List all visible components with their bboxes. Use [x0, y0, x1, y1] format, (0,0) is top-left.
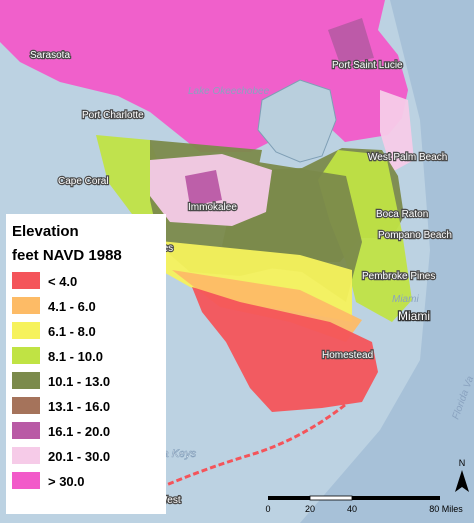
elevation-zone: [328, 18, 374, 64]
place-label: Port Charlotte: [82, 110, 144, 121]
elevation-zone: [380, 90, 414, 172]
legend-swatch: [12, 372, 40, 389]
legend-label: 6.1 - 8.0: [48, 324, 96, 339]
legend-label: 13.1 - 16.0: [48, 399, 110, 414]
legend-swatch: [12, 472, 40, 489]
land: [0, 0, 414, 412]
elevation-zone: [0, 0, 408, 152]
legend-label: 16.1 - 20.0: [48, 424, 110, 439]
elevation-zone: [185, 170, 222, 206]
atlantic: [300, 0, 474, 523]
place-label: Port Saint Lucie: [332, 60, 403, 71]
legend-swatch: [12, 397, 40, 414]
scale-label: 80 Miles: [429, 504, 463, 514]
place-label: Boca Raton: [376, 209, 428, 220]
legend-label: 8.1 - 10.0: [48, 349, 103, 364]
legend-title: Elevation: [12, 223, 79, 240]
place-label: Homestead: [322, 350, 373, 361]
legend-swatch: [12, 322, 40, 339]
scale-label: 40: [347, 504, 357, 514]
legend-label: 20.1 - 30.0: [48, 449, 110, 464]
legend-swatch: [12, 347, 40, 364]
elevation-zone: [192, 287, 378, 412]
legend-subtitle: feet NAVD 1988: [12, 247, 122, 264]
keys-islands: [149, 403, 346, 494]
legend-label: 10.1 - 13.0: [48, 374, 110, 389]
scale-label: 20: [305, 504, 315, 514]
scale-label: 0: [265, 504, 270, 514]
legend-label: > 30.0: [48, 474, 85, 489]
place-label: Miami: [398, 309, 430, 323]
place-label: Cape Coral: [58, 176, 109, 187]
place-label: Sarasota: [30, 50, 70, 61]
legend-swatch: [12, 297, 40, 314]
lake: [257, 79, 337, 163]
place-label: West Palm Beach: [368, 152, 447, 163]
place-label: Miami: [392, 294, 419, 305]
legend-swatch: [12, 422, 40, 439]
place-label: Pembroke Pines: [362, 271, 435, 282]
north-arrow: N: [455, 458, 469, 492]
legend-label: 4.1 - 6.0: [48, 299, 96, 314]
legend-label: < 4.0: [48, 274, 77, 289]
scale-bar: 0 20 40 80 Miles: [265, 495, 463, 514]
legend: Elevation feet NAVD 1988 < 4.0 4.1 - 6.0 6…: [12, 223, 122, 489]
legend-swatch: [12, 447, 40, 464]
north-label: N: [459, 458, 466, 468]
place-label: Immokalee: [188, 202, 237, 213]
place-label: Pompano Beach: [378, 230, 452, 241]
place-label: Lake Okeechobee: [188, 86, 270, 97]
legend-swatch: [12, 272, 40, 289]
